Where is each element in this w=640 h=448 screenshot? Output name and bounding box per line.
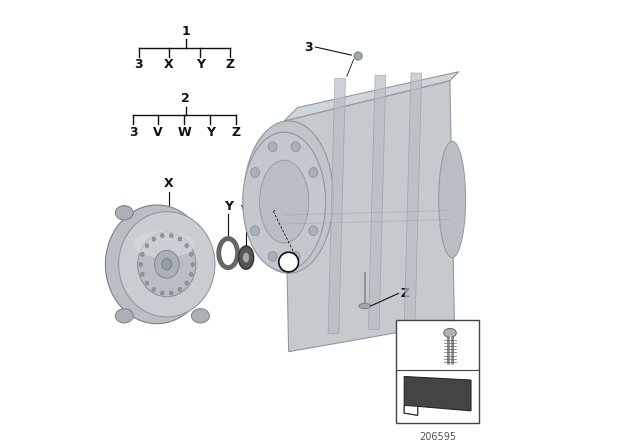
Ellipse shape bbox=[251, 168, 260, 177]
Ellipse shape bbox=[139, 263, 143, 266]
Ellipse shape bbox=[170, 233, 173, 237]
Ellipse shape bbox=[244, 121, 333, 273]
Ellipse shape bbox=[268, 142, 277, 152]
Text: X: X bbox=[164, 58, 174, 72]
Circle shape bbox=[279, 252, 298, 272]
Ellipse shape bbox=[439, 141, 466, 258]
Ellipse shape bbox=[444, 328, 456, 337]
Ellipse shape bbox=[191, 309, 209, 323]
Ellipse shape bbox=[106, 205, 209, 324]
Ellipse shape bbox=[291, 251, 300, 261]
Polygon shape bbox=[284, 72, 459, 121]
Text: Z: Z bbox=[226, 58, 235, 72]
Ellipse shape bbox=[185, 244, 189, 248]
Ellipse shape bbox=[170, 291, 173, 295]
Ellipse shape bbox=[308, 168, 317, 177]
Ellipse shape bbox=[115, 206, 133, 220]
Ellipse shape bbox=[162, 259, 172, 270]
Text: Y: Y bbox=[205, 125, 215, 139]
Polygon shape bbox=[284, 81, 454, 352]
Ellipse shape bbox=[354, 52, 362, 60]
Bar bbox=[396, 320, 479, 423]
Text: W: W bbox=[401, 326, 414, 336]
Text: 3: 3 bbox=[129, 125, 138, 139]
Ellipse shape bbox=[132, 231, 195, 258]
Ellipse shape bbox=[251, 226, 260, 236]
Text: V: V bbox=[241, 204, 251, 217]
Ellipse shape bbox=[359, 303, 371, 309]
Text: W: W bbox=[283, 257, 294, 267]
Polygon shape bbox=[404, 376, 471, 415]
Ellipse shape bbox=[152, 237, 156, 241]
Ellipse shape bbox=[308, 226, 317, 236]
Ellipse shape bbox=[154, 250, 179, 278]
Ellipse shape bbox=[189, 252, 193, 256]
Ellipse shape bbox=[243, 132, 326, 271]
Text: 2: 2 bbox=[181, 92, 190, 105]
Text: Z: Z bbox=[401, 287, 410, 300]
Text: 1: 1 bbox=[181, 25, 190, 38]
Ellipse shape bbox=[138, 232, 196, 297]
Ellipse shape bbox=[189, 272, 193, 276]
Ellipse shape bbox=[141, 272, 144, 276]
Ellipse shape bbox=[260, 160, 309, 243]
Text: 3: 3 bbox=[305, 40, 314, 54]
Ellipse shape bbox=[118, 212, 215, 317]
Text: Z: Z bbox=[232, 125, 241, 139]
Ellipse shape bbox=[152, 288, 156, 292]
Text: W: W bbox=[177, 125, 191, 139]
Ellipse shape bbox=[161, 233, 164, 237]
Text: 3: 3 bbox=[134, 58, 143, 72]
Text: Y: Y bbox=[223, 200, 233, 213]
Ellipse shape bbox=[291, 142, 300, 152]
Text: X: X bbox=[164, 177, 174, 190]
Ellipse shape bbox=[239, 246, 253, 269]
Polygon shape bbox=[404, 73, 422, 324]
Polygon shape bbox=[404, 405, 418, 415]
Ellipse shape bbox=[145, 281, 148, 285]
Text: V: V bbox=[153, 125, 163, 139]
Ellipse shape bbox=[191, 263, 195, 266]
Polygon shape bbox=[328, 78, 346, 334]
Polygon shape bbox=[369, 75, 386, 329]
Ellipse shape bbox=[145, 244, 148, 248]
Ellipse shape bbox=[185, 281, 189, 285]
Text: 206595: 206595 bbox=[419, 432, 456, 442]
Text: Y: Y bbox=[196, 58, 205, 72]
Ellipse shape bbox=[115, 309, 133, 323]
Ellipse shape bbox=[268, 251, 277, 261]
Ellipse shape bbox=[243, 252, 250, 263]
Ellipse shape bbox=[161, 291, 164, 295]
Ellipse shape bbox=[178, 237, 182, 241]
Ellipse shape bbox=[178, 288, 182, 292]
Ellipse shape bbox=[141, 252, 144, 256]
